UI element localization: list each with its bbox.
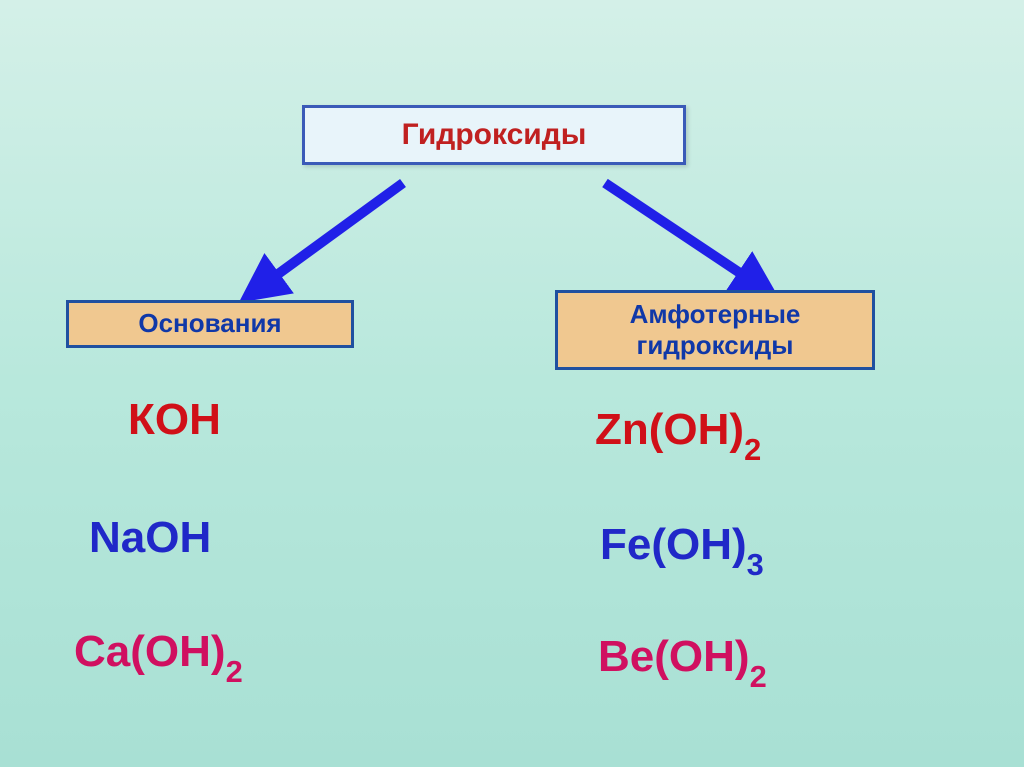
right-branch-box: Амфотерные гидроксиды bbox=[555, 290, 875, 370]
formula-right-0: Zn(OH)2 bbox=[595, 405, 761, 462]
right-branch-label: Амфотерные гидроксиды bbox=[630, 299, 801, 361]
left-branch-label: Основания bbox=[138, 308, 281, 339]
arrow-right bbox=[590, 175, 790, 305]
formula-left-0: КОН bbox=[128, 395, 221, 445]
formula-left-1: NaOH bbox=[89, 513, 211, 563]
left-branch-box: Основания bbox=[66, 300, 354, 348]
root-label: Гидроксиды bbox=[402, 118, 587, 152]
arrow-left bbox=[238, 175, 418, 305]
formula-right-2: Be(OH)2 bbox=[598, 632, 767, 689]
formula-left-2: Ca(OH)2 bbox=[74, 627, 243, 684]
root-box: Гидроксиды bbox=[302, 105, 686, 165]
formula-right-1: Fe(OH)3 bbox=[600, 520, 764, 577]
